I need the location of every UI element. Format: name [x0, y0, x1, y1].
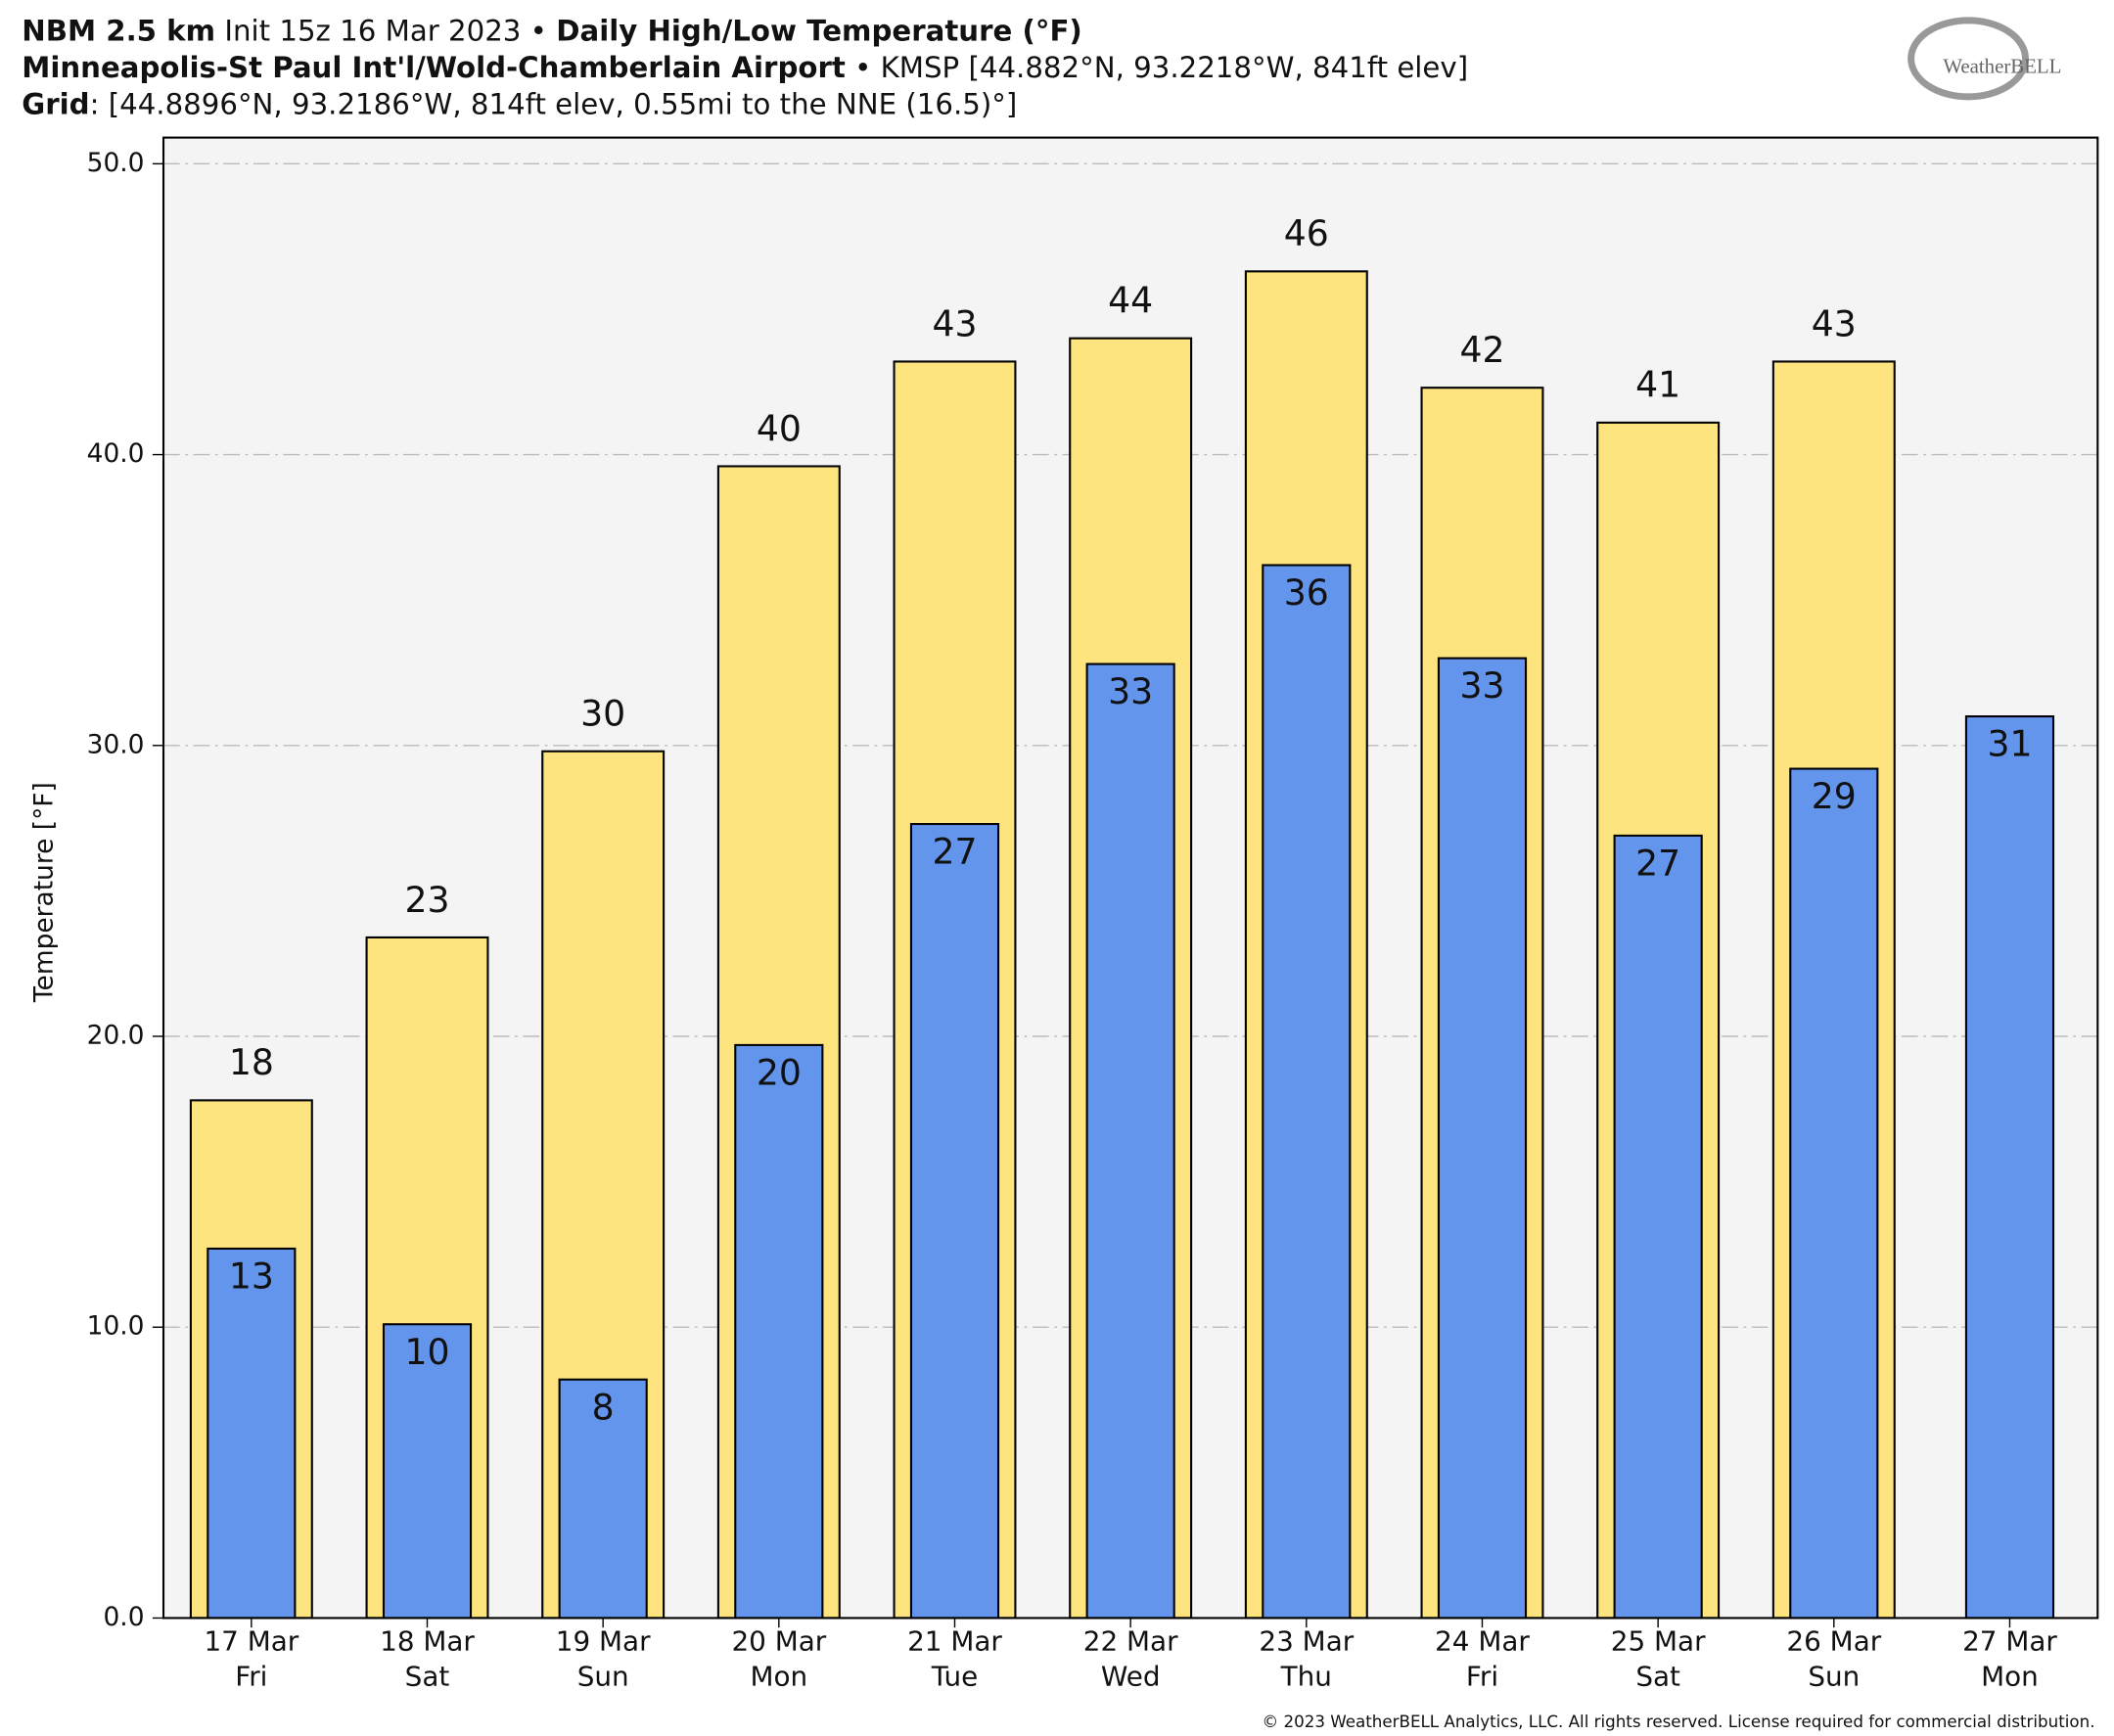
y-tick-label: 50.0 — [87, 148, 145, 178]
x-tick-label: 22 Mar — [1083, 1624, 1178, 1657]
low-bar — [1964, 715, 2055, 1620]
x-tick-weekday: Sun — [1808, 1661, 1860, 1693]
high-label: 23 — [404, 879, 449, 921]
x-tick-weekday: Sat — [405, 1661, 450, 1693]
x-tick-label: 24 Mar — [1435, 1624, 1530, 1657]
x-tick-weekday: Wed — [1101, 1661, 1161, 1693]
x-tick-weekday: Sat — [1635, 1661, 1680, 1693]
x-tick-weekday: Mon — [750, 1661, 807, 1693]
x-tick-weekday: Mon — [1981, 1661, 2039, 1693]
y-tick-label: 0.0 — [103, 1602, 144, 1632]
x-tick-weekday: Thu — [1280, 1661, 1332, 1693]
y-tick-label: 40.0 — [87, 438, 145, 469]
low-bar — [558, 1378, 648, 1620]
low-label: 13 — [229, 1256, 274, 1298]
header-line: Grid: [44.8896°N, 93.2186°W, 814ft elev,… — [22, 88, 1017, 121]
low-bar — [1085, 662, 1175, 1620]
x-tick-label: 21 Mar — [907, 1624, 1002, 1657]
x-tick-label: 26 Mar — [1786, 1624, 1881, 1657]
header-text: NBM 2.5 km — [22, 14, 215, 47]
low-bar — [1789, 767, 1879, 1620]
header-text: Minneapolis-St Paul Int'l/Wold-Chamberla… — [22, 51, 846, 84]
low-label: 27 — [1635, 843, 1680, 885]
header-text: Daily High/Low Temperature (°F) — [556, 14, 1082, 47]
header-text: : [44.8896°N, 93.2186°W, 814ft elev, 0.5… — [90, 88, 1018, 121]
low-label: 20 — [757, 1052, 802, 1094]
high-label: 44 — [1108, 279, 1153, 321]
copyright: © 2023 WeatherBELL Analytics, LLC. All r… — [1262, 1712, 2094, 1731]
header-text: Init 15z 16 Mar 2023 • — [215, 14, 556, 47]
x-tick-weekday: Sun — [577, 1661, 629, 1693]
high-label: 43 — [932, 302, 977, 344]
header-text: Grid — [22, 88, 89, 121]
y-axis-label: Temperature [°F] — [28, 782, 59, 1003]
low-label: 31 — [1987, 723, 2032, 765]
x-tick-label: 27 Mar — [1962, 1624, 2057, 1657]
high-label: 42 — [1459, 329, 1504, 371]
low-label: 36 — [1284, 571, 1329, 614]
x-tick-weekday: Fri — [1466, 1661, 1498, 1693]
x-tick-label: 25 Mar — [1611, 1624, 1706, 1657]
low-bar — [207, 1247, 297, 1620]
x-tick-label: 20 Mar — [731, 1624, 826, 1657]
low-bar — [1613, 834, 1703, 1620]
low-label: 29 — [1812, 775, 1857, 817]
low-label: 8 — [592, 1386, 615, 1428]
high-label: 30 — [580, 693, 625, 735]
x-tick-label: 17 Mar — [204, 1624, 299, 1657]
y-tick-label: 10.0 — [87, 1311, 145, 1342]
high-label: 40 — [757, 407, 802, 449]
low-label: 27 — [932, 831, 977, 873]
x-tick-label: 18 Mar — [380, 1624, 475, 1657]
header-text: • KMSP [44.882°N, 93.2218°W, 841ft elev] — [846, 51, 1468, 84]
y-tick-label: 30.0 — [87, 729, 145, 759]
x-tick-weekday: Tue — [931, 1661, 979, 1693]
low-bar — [1262, 564, 1352, 1620]
low-label: 10 — [404, 1331, 449, 1373]
logo: WeatherBELL — [1943, 54, 2061, 77]
header-line: NBM 2.5 km Init 15z 16 Mar 2023 • Daily … — [22, 14, 1082, 47]
low-bar — [1437, 657, 1528, 1620]
low-label: 33 — [1459, 664, 1504, 707]
low-bar — [734, 1043, 824, 1620]
logo-swirl — [1907, 17, 2030, 101]
x-tick-label: 19 Mar — [556, 1624, 651, 1657]
high-label: 41 — [1635, 364, 1680, 406]
high-label: 43 — [1812, 302, 1857, 344]
high-label: 18 — [229, 1041, 274, 1083]
x-tick-label: 23 Mar — [1259, 1624, 1354, 1657]
x-tick-weekday: Fri — [235, 1661, 267, 1693]
y-tick-label: 20.0 — [87, 1021, 145, 1051]
high-label: 46 — [1284, 212, 1329, 254]
header-line: Minneapolis-St Paul Int'l/Wold-Chamberla… — [22, 51, 1468, 84]
low-label: 33 — [1108, 670, 1153, 712]
low-bar — [909, 822, 1000, 1620]
plot-frame — [161, 136, 2099, 1620]
